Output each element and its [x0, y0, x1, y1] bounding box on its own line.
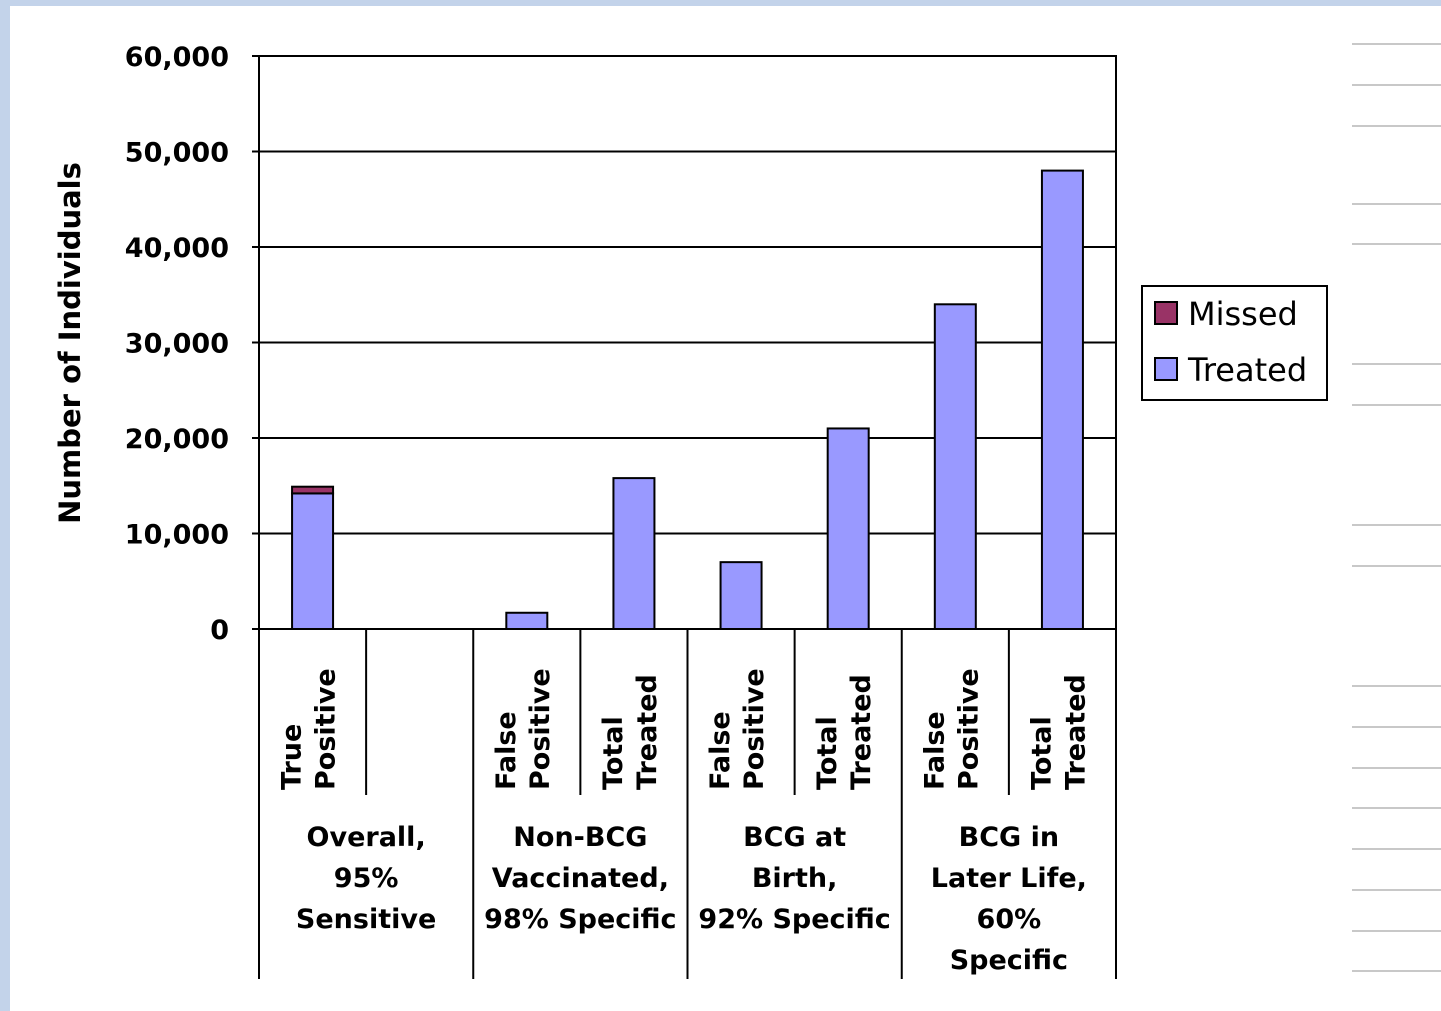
y-tick-label: 20,000: [125, 424, 229, 455]
legend-label-treated: Treated: [1187, 351, 1307, 389]
x-tick-label-line: Total: [1026, 716, 1057, 790]
y-tick-label: 30,000: [125, 329, 229, 360]
x-tick-label-line: Treated: [632, 674, 663, 790]
slide-canvas: [10, 6, 1441, 1011]
y-tick-label: 60,000: [125, 42, 229, 73]
group-label-line: Non-BCG: [513, 822, 647, 853]
group-label-line: 92% Specific: [698, 904, 890, 935]
x-tick-label-line: False: [919, 711, 950, 790]
x-tick-label-line: Positive: [311, 668, 342, 790]
x-axis: True Positive False Positive Total Treated Fal…: [258, 629, 1117, 979]
legend-swatch-treated: [1154, 357, 1178, 381]
bar-treated: [1040, 169, 1084, 630]
group-label-line: 98% Specific: [484, 904, 676, 935]
x-tick-label-line: True: [277, 724, 308, 790]
x-tick-label: Total Treated: [1026, 674, 1091, 790]
x-tick-label-line: False: [491, 711, 522, 790]
bar-treated: [826, 427, 870, 631]
bar-treated: [612, 477, 656, 630]
x-tick-label: True Positive: [277, 668, 342, 790]
x-tick-label-line: Treated: [846, 674, 877, 790]
group-label-line: Later Life,: [931, 863, 1087, 894]
y-tick-label: 10,000: [125, 520, 229, 551]
x-tick-label-line: Positive: [525, 668, 556, 790]
legend: Missed Treated: [1141, 285, 1328, 401]
x-tick-label-line: Positive: [739, 668, 770, 790]
group-label-line: 60%: [977, 904, 1042, 935]
y-axis-label: Number of Individuals: [53, 162, 87, 524]
group-label-line: 95%: [334, 863, 399, 894]
x-tick-label-line: Total: [812, 716, 843, 790]
y-tick-label: 40,000: [125, 233, 229, 264]
group-label-line: Vaccinated,: [492, 863, 669, 894]
x-tick-label-line: False: [705, 711, 736, 790]
bar-treated: [719, 561, 763, 631]
bar-treated: [291, 492, 335, 631]
x-tick-label: False Positive: [705, 668, 770, 790]
group-label-line: Birth,: [752, 863, 838, 894]
x-tick-label: Total Treated: [598, 674, 663, 790]
group-label-line: Sensitive: [296, 904, 436, 935]
gridlines: [259, 150, 1116, 535]
bars: [291, 169, 1084, 631]
group-label: Non-BCG Vaccinated, 98% Specific: [484, 822, 676, 935]
group-label-line: BCG in: [959, 822, 1059, 853]
x-tick-label-line: Positive: [953, 668, 984, 790]
bar-treated: [933, 303, 977, 630]
y-tick-label: 50,000: [125, 138, 229, 169]
x-tick-label: False Positive: [919, 668, 984, 790]
group-label-line: Overall,: [307, 822, 426, 853]
bar-missed: [291, 485, 335, 495]
y-axis: 0 10,000 20,000 30,000 40,000 50,000 60,000: [125, 42, 259, 646]
group-label-line: Specific: [950, 945, 1068, 976]
x-tick-label-line: Total: [598, 716, 629, 790]
x-tick-label: False Positive: [491, 668, 556, 790]
legend-label-missed: Missed: [1188, 295, 1298, 333]
group-label: BCG in Later Life, 60% Specific: [931, 822, 1087, 976]
group-label: BCG at Birth, 92% Specific: [698, 822, 890, 935]
legend-swatch-missed: [1154, 301, 1178, 325]
note-lines: [1352, 43, 1441, 972]
bar-treated: [505, 611, 549, 631]
x-tick-label: Total Treated: [812, 674, 877, 790]
x-tick-label-line: Treated: [1060, 674, 1091, 790]
group-label-line: BCG at: [743, 822, 846, 853]
y-tick-label: 0: [210, 615, 229, 646]
group-label: Overall, 95% Sensitive: [296, 822, 436, 935]
